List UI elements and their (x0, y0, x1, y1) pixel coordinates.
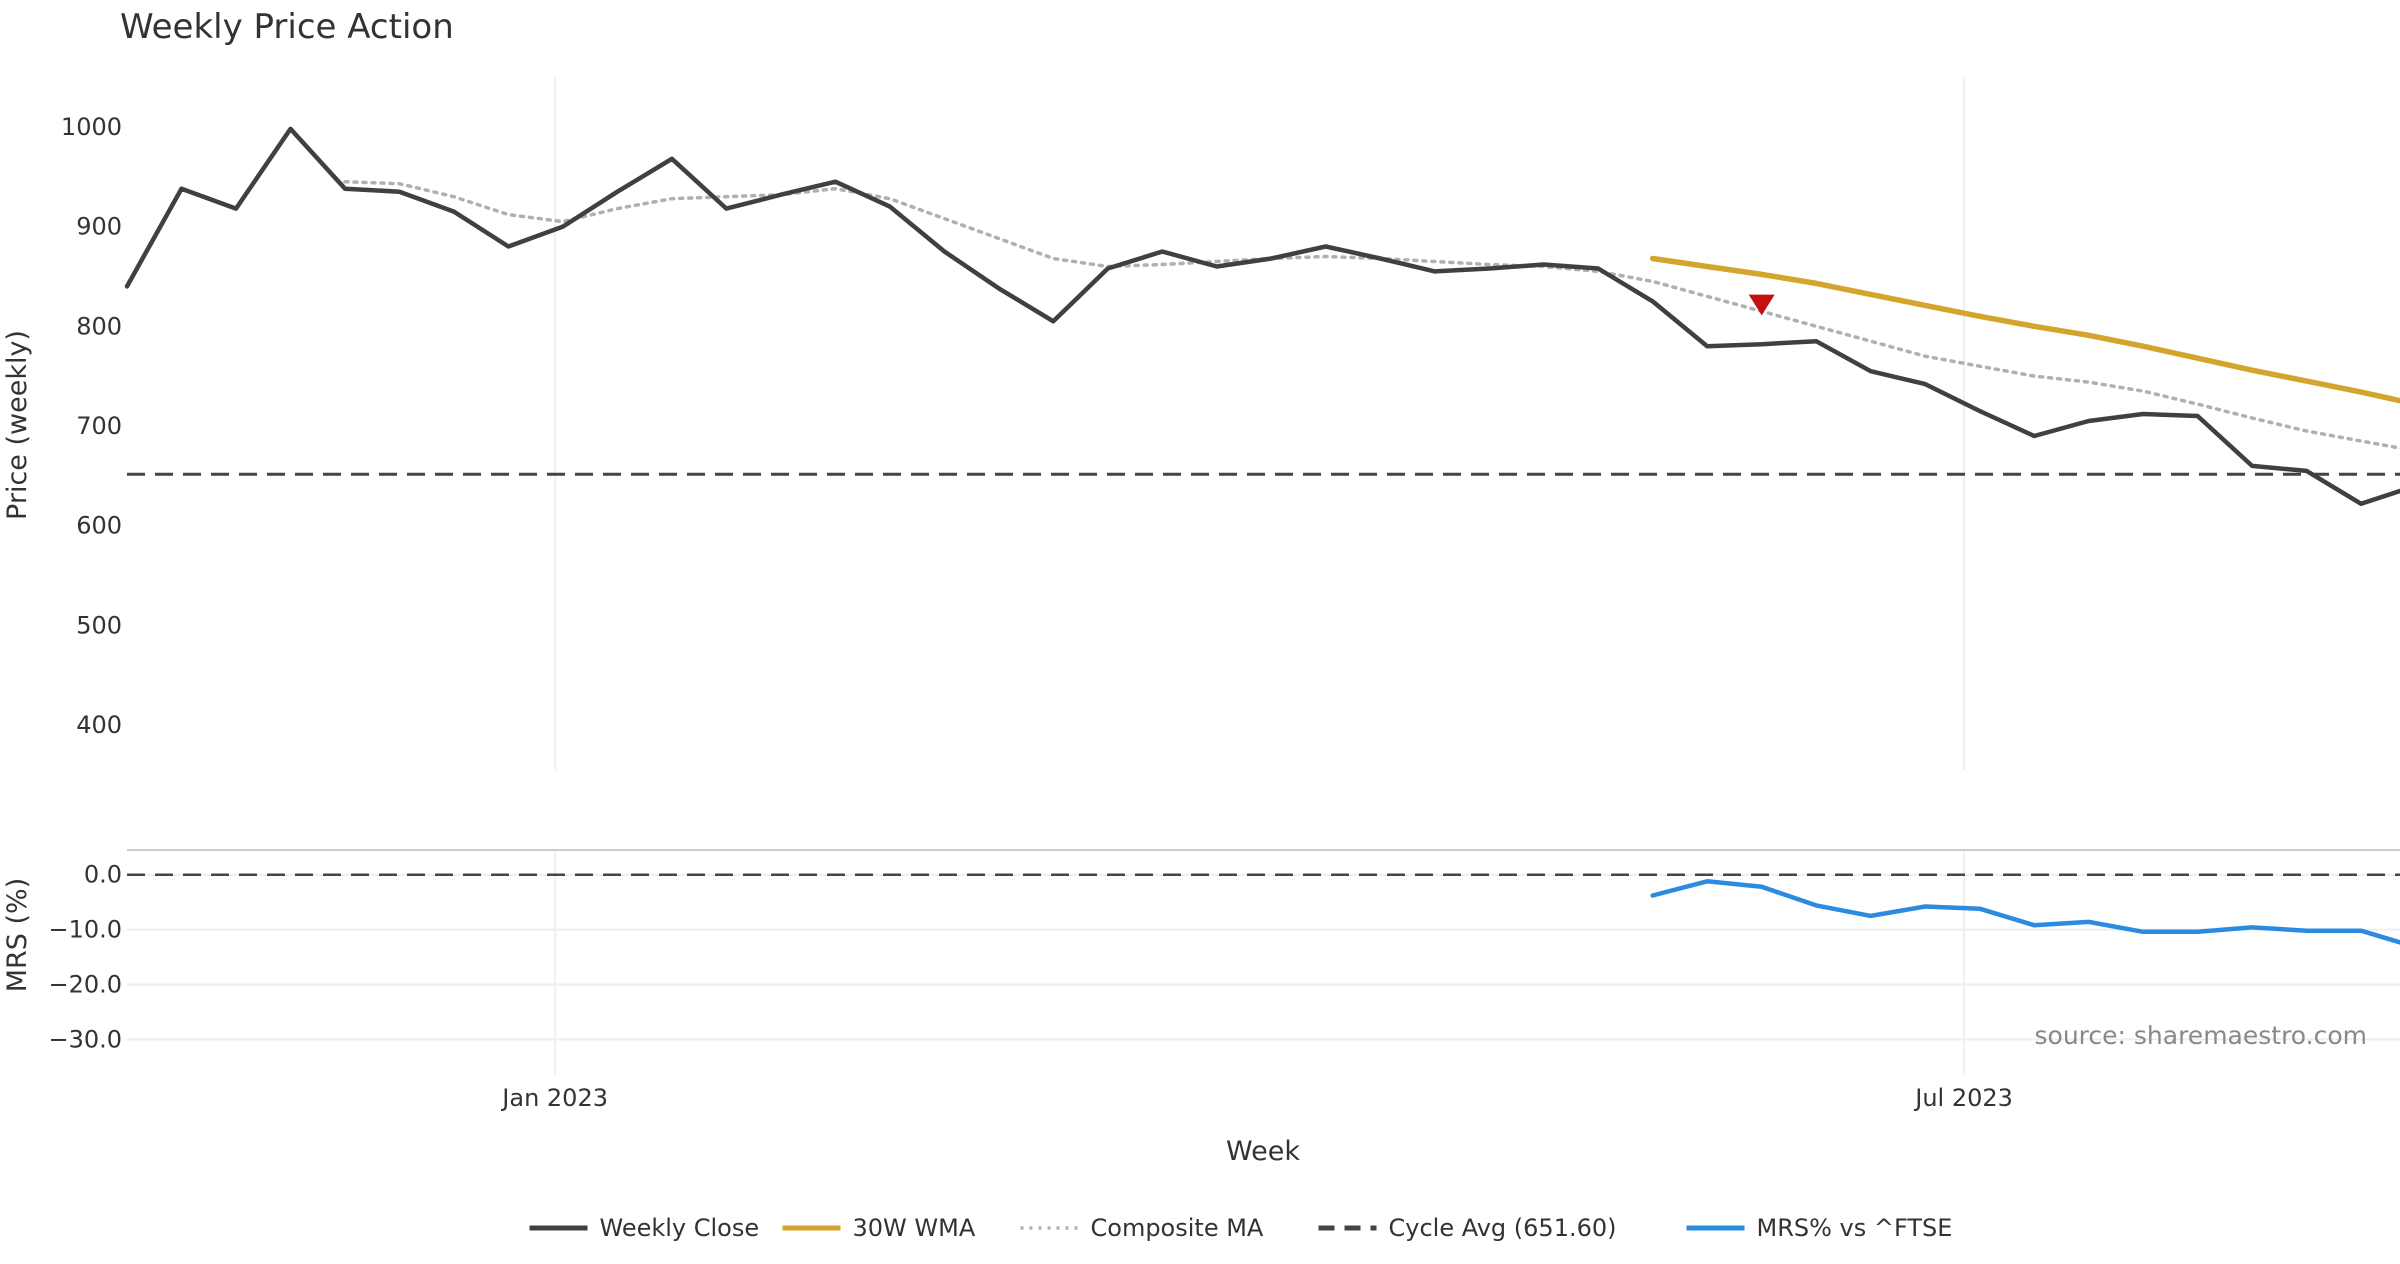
source-note: source: sharemaestro.com (2035, 1021, 2368, 1050)
legend: Weekly Close 30W WMA Composite MA Cycle Avg… (529, 1214, 1953, 1242)
mrs-y-tick-label: −20.0 (48, 970, 122, 998)
legend-label: Cycle Avg (651.60) (1389, 1214, 1617, 1242)
price-y-tick-label: 500 (76, 611, 122, 639)
x-tick-label: Jul 2023 (1913, 1084, 2013, 1112)
price-y-tick-label: 900 (76, 213, 122, 241)
legend-item-composite-ma: Composite MA (1020, 1214, 1264, 1242)
price-y-tick-label: 700 (76, 412, 122, 440)
series-30w-wma (1649, 255, 2400, 404)
series-composite-ma (343, 179, 2400, 450)
mrs-y-tick-label: −30.0 (48, 1025, 122, 1053)
series-weekly-close (124, 126, 2400, 507)
legend-label: Weekly Close (600, 1214, 760, 1242)
legend-item-cycle-avg-651-60: Cycle Avg (651.60) (1318, 1214, 1617, 1242)
legend-item-weekly-close: Weekly Close (529, 1214, 760, 1242)
price-y-tick-label: 800 (76, 312, 122, 340)
price-y-tick-label: 600 (76, 512, 122, 540)
x-axis-title: Week (1226, 1136, 1300, 1167)
price-y-ticks: 400 500 600 700 800 900 1000 (61, 113, 122, 739)
legend-label: 30W WMA (853, 1214, 976, 1242)
mrs-y-tick-label: 0.0 (84, 861, 122, 889)
legend-label: MRS% vs ^FTSE (1757, 1214, 1953, 1242)
legend-item-30w-wma: 30W WMA (782, 1214, 976, 1242)
price-series (124, 126, 2400, 507)
legend-label: Composite MA (1091, 1214, 1264, 1242)
price-y-tick-label: 1000 (61, 113, 122, 141)
sell-signal-marker-0 (1748, 294, 1775, 316)
mrs-y-ticks: 0.0 −10.0 −20.0 −30.0 (48, 861, 122, 1054)
price-y-tick-label: 400 (76, 711, 122, 739)
mrs-y-tick-label: −10.0 (48, 916, 122, 944)
mrs-y-axis-title: MRS (%) (2, 878, 33, 993)
x-tick-label: Jan 2023 (500, 1084, 608, 1112)
price-grid (554, 77, 1966, 770)
price-y-axis-title: Price (weekly) (2, 330, 33, 520)
legend-item-mrs-vs-ftse: MRS% vs ^FTSE (1686, 1214, 1953, 1242)
signal-markers (1748, 294, 1775, 316)
chart-title: Weekly Price Action (120, 7, 454, 47)
